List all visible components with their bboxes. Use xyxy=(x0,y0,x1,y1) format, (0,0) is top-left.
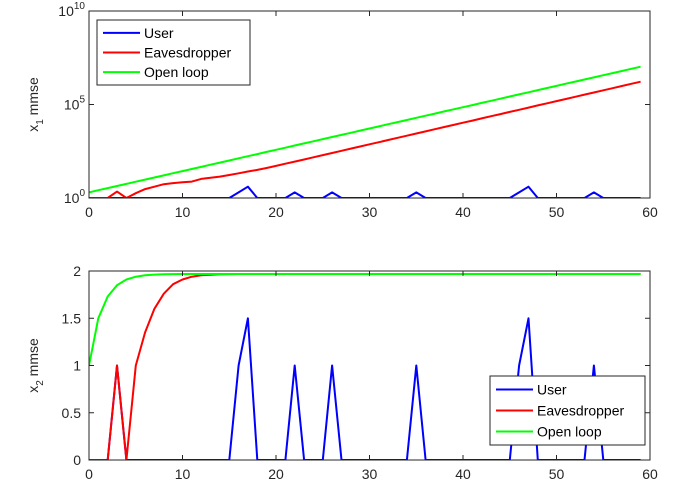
bottom-plot: 0 10 20 30 40 50 60 0 0.5 1 1.5 2 x2 mmse User Eavesdr… xyxy=(25,263,658,482)
x-tick-label: 20 xyxy=(268,466,284,482)
x-tick-label: 50 xyxy=(549,204,565,220)
legend-entry: Eavesdropper xyxy=(537,403,625,419)
y-tick-label: 1010 xyxy=(58,1,85,19)
series-line-open-loop xyxy=(89,65,641,194)
x-tick-label: 50 xyxy=(549,466,565,482)
y-tick-label: 2 xyxy=(73,263,81,279)
legend-entry: User xyxy=(144,25,174,41)
x-tick-label: 60 xyxy=(642,466,658,482)
y-axis-label: x2 mmse xyxy=(25,338,46,393)
y-tick-label: 105 xyxy=(64,95,86,113)
legend: User Eavesdropper Open loop xyxy=(96,19,251,86)
x-tick-label: 20 xyxy=(268,204,284,220)
x-tick-label: 30 xyxy=(362,204,378,220)
series-line-eavesdropper xyxy=(89,80,641,198)
y-tick-label: 100 xyxy=(64,188,86,206)
y-tick-label: 0.5 xyxy=(62,405,82,421)
x-tick-label: 0 xyxy=(85,466,93,482)
x-tick-label: 40 xyxy=(455,204,471,220)
series-line-user xyxy=(89,185,641,198)
y-tick-label: 1 xyxy=(73,358,81,374)
legend: User Eavesdropper Open loop xyxy=(489,375,646,446)
x-tick-label: 40 xyxy=(455,466,471,482)
x-tick-label: 10 xyxy=(175,204,191,220)
x-tick-label: 0 xyxy=(85,204,93,220)
x-tick-label: 60 xyxy=(642,204,658,220)
legend-entry: Eavesdropper xyxy=(144,45,232,61)
x-tick-label: 30 xyxy=(362,466,378,482)
top-plot: 0 10 20 30 40 50 60 100 105 1010 x1 mmse User Eavesd… xyxy=(25,1,658,220)
legend-entry: Open loop xyxy=(144,64,209,80)
y-tick-label: 1.5 xyxy=(62,310,82,326)
legend-entry: User xyxy=(537,382,567,398)
y-tick-label: 0 xyxy=(73,452,81,468)
x-tick-label: 10 xyxy=(175,466,191,482)
legend-entry: Open loop xyxy=(537,424,602,440)
y-axis-label: x1 mmse xyxy=(25,77,46,132)
series-line-open-loop xyxy=(89,273,641,366)
